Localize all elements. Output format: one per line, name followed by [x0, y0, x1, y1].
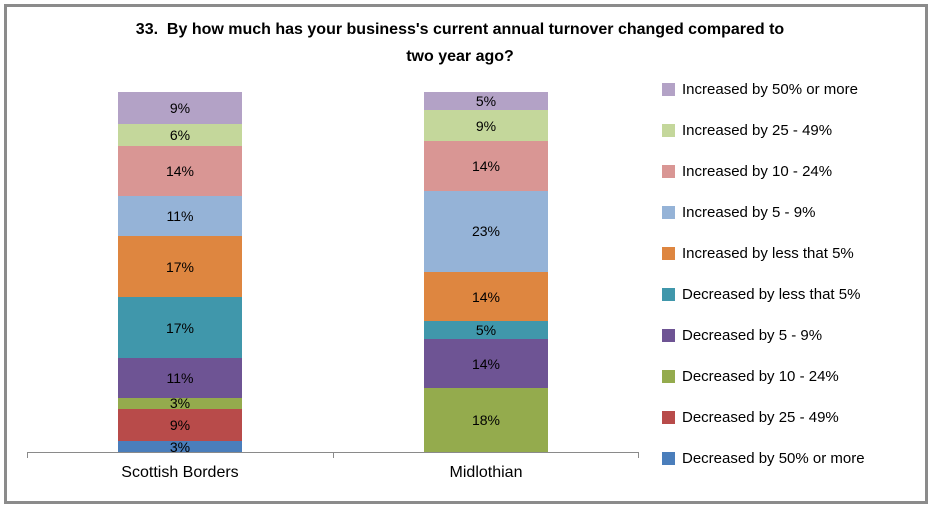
legend-label: Decreased by less that 5% [682, 285, 861, 303]
chart-title: 33. By how much has your business's curr… [40, 16, 880, 70]
legend-label: Decreased by 50% or more [682, 449, 865, 467]
segment-value-label: 6% [169, 127, 191, 144]
legend-item: Decreased by 10 - 24% [662, 366, 865, 386]
bar-segment: 5% [424, 92, 548, 110]
legend-item: Increased by less that 5% [662, 243, 865, 263]
bar-segment: 9% [118, 408, 242, 442]
segment-value-label: 14% [471, 288, 501, 305]
segment-value-label: 17% [165, 258, 195, 275]
category-label-midlothian: Midlothian [449, 464, 523, 481]
x-axis-line [27, 452, 638, 453]
legend-swatch-icon [662, 328, 675, 342]
legend-label: Increased by 50% or more [682, 80, 858, 98]
bar-segment: 17% [118, 236, 242, 298]
segment-value-label: 14% [471, 355, 501, 372]
axis-tick-middle [333, 452, 334, 458]
chart-legend: Increased by 50% or more Increased by 25 … [662, 79, 865, 468]
segment-value-label: 9% [169, 100, 191, 117]
segment-value-label: 14% [471, 158, 501, 175]
legend-swatch-icon [662, 369, 675, 383]
segment-value-label: 23% [471, 223, 501, 240]
chart-title-line2: two year ago? [406, 48, 514, 65]
legend-swatch-icon [662, 82, 675, 96]
segment-value-label: 3% [169, 395, 191, 412]
bar-segment: 18% [424, 388, 548, 452]
legend-swatch-icon [662, 205, 675, 219]
legend-item: Decreased by less that 5% [662, 284, 865, 304]
segment-value-label: 11% [166, 208, 194, 225]
bar-segment: 17% [118, 297, 242, 359]
bar-segment: 14% [424, 339, 548, 389]
bar-segment: 6% [118, 124, 242, 147]
legend-item: Increased by 50% or more [662, 79, 865, 99]
bar-midlothian: 18% 14% 5% 14% 23% 14% 9% 5% [424, 92, 548, 452]
segment-value-label: 3% [169, 438, 191, 455]
bar-segment: 11% [118, 196, 242, 237]
legend-item: Decreased by 5 - 9% [662, 325, 865, 345]
legend-swatch-icon [662, 123, 675, 137]
bar-segment: 5% [424, 321, 548, 340]
bar-segment: 9% [118, 92, 242, 125]
legend-item: Increased by 25 - 49% [662, 120, 865, 140]
bar-segment: 14% [424, 272, 548, 322]
category-label-scottish-borders: Scottish Borders [121, 464, 239, 481]
bar-segment: 3% [118, 438, 242, 455]
bar-segment: 14% [424, 141, 548, 191]
segment-value-label: 11% [166, 370, 194, 387]
legend-label: Decreased by 5 - 9% [682, 326, 823, 344]
segment-value-label: 9% [475, 117, 497, 134]
legend-item: Decreased by 25 - 49% [662, 407, 865, 427]
legend-item: Decreased by 50% or more [662, 448, 865, 468]
segment-value-label: 9% [169, 417, 191, 433]
legend-item: Increased by 5 - 9% [662, 202, 865, 222]
segment-value-label: 17% [165, 319, 195, 336]
legend-swatch-icon [662, 451, 675, 465]
legend-item: Increased by 10 - 24% [662, 161, 865, 181]
legend-label: Increased by 5 - 9% [682, 203, 816, 221]
segment-value-label: 18% [471, 412, 501, 429]
legend-swatch-icon [662, 246, 675, 260]
bar-segment: 23% [424, 190, 548, 273]
bar-segment: 3% [118, 395, 242, 412]
segment-value-label: 5% [475, 92, 497, 109]
bar-scottish-borders: 3% 9% 3% 11% 17% 17% 11% 14% 6% 9% [118, 92, 242, 455]
bar-segment: 11% [118, 358, 242, 399]
legend-swatch-icon [662, 287, 675, 301]
legend-label: Decreased by 10 - 24% [682, 367, 839, 385]
legend-label: Decreased by 25 - 49% [682, 408, 839, 426]
legend-label: Increased by 10 - 24% [682, 162, 833, 180]
legend-label: Increased by 25 - 49% [682, 121, 833, 139]
bar-segment: 14% [118, 146, 242, 197]
bar-segment: 9% [424, 109, 548, 142]
axis-tick-right [638, 452, 639, 458]
chart-title-line1: 33. By how much has your business's curr… [135, 21, 785, 38]
axis-tick-left [27, 452, 28, 458]
segment-value-label: 5% [475, 322, 497, 339]
legend-label: Increased by less that 5% [682, 244, 854, 262]
legend-swatch-icon [662, 164, 675, 178]
segment-value-label: 14% [165, 163, 195, 180]
legend-swatch-icon [662, 410, 675, 424]
